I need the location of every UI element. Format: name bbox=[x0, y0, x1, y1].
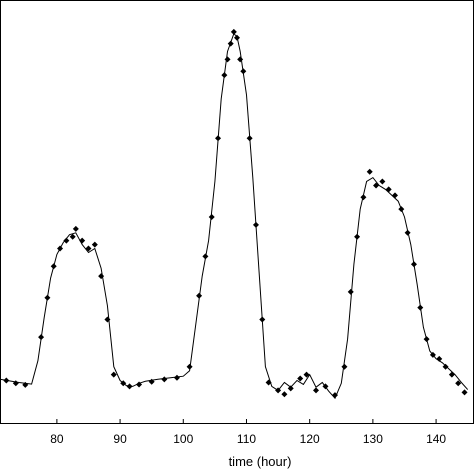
data-point bbox=[417, 304, 424, 311]
data-point bbox=[404, 229, 411, 236]
data-point bbox=[322, 383, 329, 390]
data-point bbox=[436, 355, 443, 362]
data-point bbox=[385, 186, 392, 193]
data-point bbox=[461, 389, 468, 396]
data-point bbox=[297, 375, 304, 382]
data-point bbox=[208, 214, 215, 220]
x-tick-label: 80 bbox=[50, 432, 64, 446]
data-point bbox=[379, 178, 386, 185]
data-point bbox=[281, 391, 288, 398]
data-point bbox=[221, 72, 228, 79]
data-point bbox=[215, 135, 222, 142]
data-point bbox=[224, 56, 231, 63]
data-point bbox=[252, 221, 259, 228]
data-point bbox=[341, 363, 348, 370]
data-point bbox=[398, 206, 405, 213]
x-tick-label: 90 bbox=[113, 432, 127, 446]
x-axis: 80 90 100 110 120 130 140 bbox=[50, 419, 446, 446]
data-point bbox=[246, 135, 253, 142]
data-point bbox=[227, 40, 234, 47]
data-point bbox=[72, 225, 79, 232]
data-point bbox=[448, 371, 455, 378]
data-point bbox=[50, 263, 57, 270]
data-point bbox=[57, 245, 64, 252]
data-point bbox=[360, 194, 367, 201]
data-point bbox=[455, 380, 462, 387]
data-point bbox=[423, 336, 430, 343]
x-tick-label: 140 bbox=[426, 432, 446, 446]
data-point bbox=[240, 68, 247, 75]
data-point bbox=[202, 253, 209, 260]
data-point bbox=[110, 371, 117, 378]
data-point bbox=[366, 168, 373, 175]
data-point bbox=[22, 381, 29, 388]
data-point bbox=[148, 378, 155, 385]
data-point bbox=[85, 245, 92, 252]
data-point bbox=[313, 387, 319, 394]
data-point bbox=[275, 387, 282, 394]
x-tick-label: 110 bbox=[237, 432, 256, 446]
data-point bbox=[237, 56, 244, 63]
data-point bbox=[392, 192, 398, 199]
x-tick-label: 100 bbox=[173, 432, 193, 446]
data-point bbox=[331, 392, 338, 399]
data-point bbox=[104, 316, 111, 323]
data-point bbox=[79, 237, 86, 244]
data-point bbox=[196, 292, 203, 299]
data-point bbox=[63, 237, 70, 244]
data-point bbox=[429, 351, 436, 358]
x-tick-label: 120 bbox=[300, 432, 320, 446]
data-point bbox=[410, 261, 417, 268]
data-point bbox=[347, 288, 354, 295]
data-point bbox=[373, 182, 380, 189]
data-point bbox=[120, 380, 127, 387]
data-point bbox=[126, 383, 133, 390]
data-point bbox=[91, 241, 98, 248]
data-point bbox=[259, 316, 266, 323]
data-point bbox=[265, 379, 272, 386]
data-point bbox=[234, 34, 240, 41]
data-point bbox=[136, 381, 143, 388]
x-axis-title: time (hour) bbox=[229, 454, 292, 469]
data-point bbox=[442, 363, 449, 370]
data-point bbox=[98, 273, 105, 280]
x-tick-label: 130 bbox=[363, 432, 383, 446]
series-layer bbox=[0, 28, 469, 400]
data-point bbox=[44, 294, 51, 301]
data-point bbox=[303, 371, 310, 378]
data-point bbox=[173, 374, 180, 381]
data-point bbox=[3, 377, 10, 384]
data-point bbox=[38, 334, 45, 341]
data-point bbox=[186, 363, 193, 370]
data-point bbox=[287, 385, 294, 392]
data-point bbox=[69, 233, 76, 240]
data-point bbox=[230, 28, 237, 35]
plot-frame bbox=[0, 0, 474, 424]
data-point bbox=[161, 376, 168, 383]
data-point bbox=[12, 380, 19, 387]
data-point bbox=[354, 233, 361, 240]
